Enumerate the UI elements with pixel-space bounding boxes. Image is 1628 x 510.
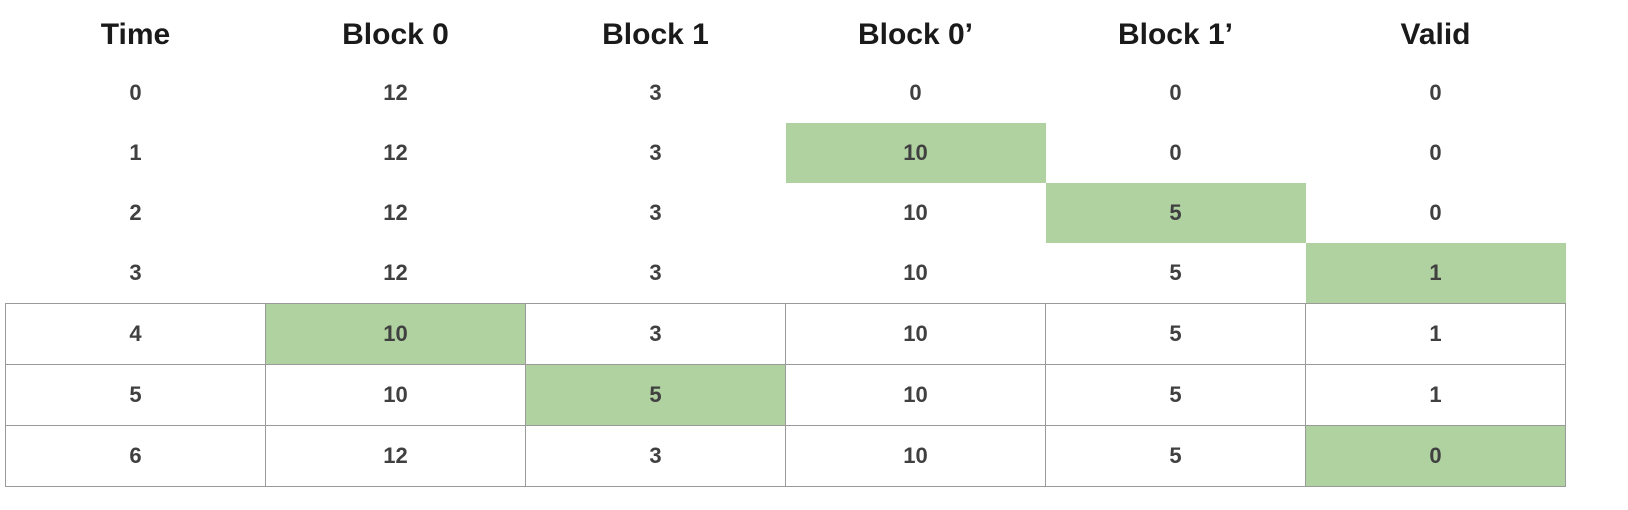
block-1-cell: 5 — [525, 364, 786, 426]
block-0-prime-cell: 10 — [785, 303, 1046, 365]
block-1-cell: 3 — [525, 425, 786, 487]
time-cell: 4 — [5, 303, 266, 365]
table-row: 3 12 3 10 5 1 — [6, 243, 1566, 304]
time-cell: 5 — [5, 364, 266, 426]
block-0-prime-cell: 0 — [909, 80, 922, 105]
state-table: Time Block 0 Block 1 Block 0’ Block 1’ V… — [5, 6, 1566, 487]
block-1-prime-cell: 5 — [1169, 260, 1182, 285]
block-1-prime-cell: 0 — [1169, 80, 1182, 105]
time-cell: 1 — [129, 140, 142, 165]
block-0-cell: 12 — [383, 80, 408, 105]
block-0-cell: 10 — [265, 364, 526, 426]
valid-cell: 0 — [1429, 80, 1442, 105]
block-0-prime-cell: 10 — [785, 123, 1046, 183]
block-0-cell: 12 — [383, 200, 408, 225]
column-header-block-0: Block 0 — [342, 17, 449, 51]
block-0-cell: 12 — [265, 425, 526, 487]
block-0-prime-cell: 10 — [903, 260, 928, 285]
table-row: 4 10 3 10 5 1 — [5, 303, 1566, 365]
time-cell: 6 — [5, 425, 266, 487]
block-1-cell: 3 — [525, 303, 786, 365]
block-1-prime-cell: 5 — [1045, 364, 1306, 426]
block-0-prime-cell: 10 — [903, 200, 928, 225]
table-row: 6 12 3 10 5 0 — [5, 425, 1566, 487]
table-row: 5 10 5 10 5 1 — [5, 364, 1566, 426]
block-0-cell: 10 — [265, 303, 526, 365]
column-header-block-0-prime: Block 0’ — [857, 17, 974, 51]
valid-cell: 1 — [1305, 243, 1566, 304]
valid-cell: 0 — [1305, 425, 1566, 487]
table-row: 2 12 3 10 5 0 — [6, 183, 1566, 243]
valid-cell: 0 — [1429, 200, 1442, 225]
valid-cell: 1 — [1305, 303, 1566, 365]
column-header-time: Time — [100, 17, 171, 51]
block-0-prime-cell: 10 — [785, 425, 1046, 487]
block-1-cell: 3 — [649, 80, 662, 105]
column-header-block-1: Block 1 — [602, 17, 709, 51]
valid-cell: 0 — [1429, 140, 1442, 165]
time-cell: 0 — [129, 80, 142, 105]
column-header-valid: Valid — [1400, 17, 1471, 51]
block-1-prime-cell: 0 — [1169, 140, 1182, 165]
block-1-prime-cell: 5 — [1045, 183, 1306, 243]
table-row: 1 12 3 10 0 0 — [6, 123, 1566, 183]
block-1-cell: 3 — [649, 140, 662, 165]
block-0-cell: 12 — [383, 140, 408, 165]
table-row: 0 12 3 0 0 0 — [6, 63, 1566, 123]
block-1-cell: 3 — [649, 200, 662, 225]
block-1-prime-cell: 5 — [1045, 425, 1306, 487]
column-header-block-1-prime: Block 1’ — [1117, 17, 1234, 51]
time-cell: 3 — [129, 260, 142, 285]
block-0-prime-cell: 10 — [785, 364, 1046, 426]
time-cell: 2 — [129, 200, 142, 225]
block-0-cell: 12 — [383, 260, 408, 285]
block-1-cell: 3 — [649, 260, 662, 285]
valid-cell: 1 — [1305, 364, 1566, 426]
header-row: Time Block 0 Block 1 Block 0’ Block 1’ V… — [6, 6, 1566, 63]
block-1-prime-cell: 5 — [1045, 303, 1306, 365]
